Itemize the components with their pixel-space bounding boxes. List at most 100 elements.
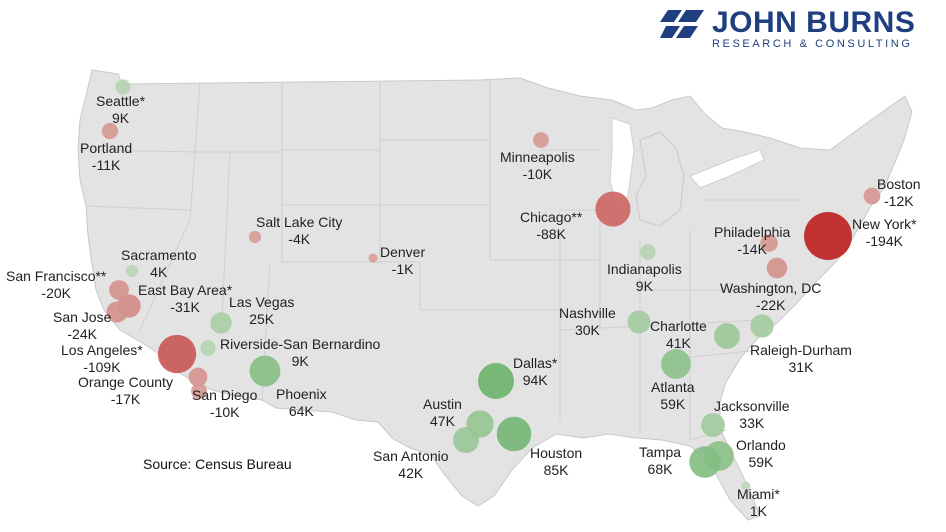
- city-value: 64K: [288, 403, 314, 419]
- label-atlanta: Atlanta 59K: [651, 379, 695, 413]
- city-name: Houston: [530, 445, 583, 461]
- logo-subtitle: RESEARCH & CONSULTING: [712, 38, 913, 50]
- bubble-los-angeles: [157, 334, 197, 374]
- bubble-las-vegas: [210, 312, 232, 334]
- source-note: Source: Census Bureau: [143, 456, 292, 472]
- city-name: Salt Lake City: [256, 214, 343, 230]
- label-boston: Boston -12K: [877, 176, 921, 210]
- city-value: -11K: [91, 157, 121, 173]
- label-portland: Portland -11K: [80, 140, 132, 174]
- label-riverside-san-bernardino: Riverside-San Bernardino 9K: [220, 336, 380, 370]
- city-value: -14K: [737, 241, 767, 257]
- city-value: 9K: [635, 278, 653, 294]
- bubble-boston: [863, 187, 881, 205]
- label-orange-county: Orange County -17K: [78, 374, 173, 408]
- label-phoenix: Phoenix 64K: [276, 386, 327, 420]
- bubble-san-francisco: [109, 280, 129, 300]
- bubble-sacramento: [125, 264, 139, 278]
- city-name: Dallas*: [513, 355, 558, 371]
- city-value: -17K: [110, 391, 141, 407]
- city-value: 25K: [249, 311, 275, 327]
- label-denver: Denver -1K: [380, 244, 425, 278]
- logo-mark-icon: [660, 10, 704, 38]
- label-indianapolis: Indianapolis 9K: [607, 261, 682, 295]
- city-name: Orlando: [736, 437, 786, 453]
- bubble-riverside-san-bernardino: [200, 340, 216, 356]
- bubble-nashville: [627, 310, 651, 334]
- label-san-antonio: San Antonio 42K: [373, 448, 449, 482]
- bubble-seattle: [115, 79, 131, 95]
- city-value: 68K: [647, 461, 673, 477]
- city-value: 47K: [430, 413, 455, 429]
- bubble-portland: [101, 122, 119, 140]
- label-east-bay-area: East Bay Area* -31K: [138, 282, 232, 316]
- bubble-washington-dc: [766, 257, 788, 279]
- bubble-tampa: [689, 446, 721, 478]
- label-houston: Houston 85K: [530, 445, 582, 479]
- city-name: Phoenix: [276, 386, 327, 402]
- bubble-philadelphia: [760, 234, 778, 252]
- city-value: -10K: [209, 404, 240, 420]
- city-name: Minneapolis: [500, 149, 575, 165]
- city-name: Indianapolis: [607, 261, 682, 277]
- city-value: -24K: [67, 326, 97, 342]
- city-value: 59K: [660, 396, 686, 412]
- city-value: -22K: [755, 297, 786, 313]
- city-name: Austin: [423, 396, 462, 412]
- label-new-york: New York* -194K: [852, 216, 917, 250]
- bubble-chicago: [595, 191, 631, 227]
- city-value: -31K: [170, 299, 200, 315]
- city-name: Chicago**: [520, 209, 583, 225]
- bubble-salt-lake-city: [248, 230, 262, 244]
- city-name: Las Vegas: [229, 294, 295, 310]
- city-name: Nashville: [559, 305, 616, 321]
- bubble-charlotte: [714, 323, 740, 349]
- label-las-vegas: Las Vegas 25K: [229, 294, 294, 328]
- label-nashville: Nashville 30K: [559, 305, 616, 339]
- label-salt-lake-city: Salt Lake City -4K: [256, 214, 342, 248]
- city-name: San Jose: [53, 309, 112, 325]
- michigan-shape: [635, 131, 685, 227]
- bubble-miami: [741, 481, 751, 491]
- bubble-san-diego: [191, 383, 207, 399]
- bubble-atlanta: [661, 349, 691, 379]
- label-minneapolis: Minneapolis -10K: [500, 149, 575, 183]
- bubble-san-jose: [106, 301, 128, 323]
- city-value: 85K: [543, 462, 569, 478]
- bubble-indianapolis: [640, 244, 656, 260]
- city-name: Los Angeles*: [61, 342, 143, 358]
- label-washington-dc: Washington, DC -22K: [720, 280, 821, 314]
- bubble-jacksonville: [701, 413, 725, 437]
- city-value: 30K: [574, 322, 600, 338]
- city-name: Boston: [877, 176, 921, 192]
- city-name: East Bay Area*: [138, 282, 233, 298]
- label-orlando: Orlando 59K: [736, 437, 786, 471]
- city-name: New York*: [852, 216, 917, 232]
- city-value: -20K: [41, 285, 71, 301]
- label-seattle: Seattle* 9K: [96, 93, 145, 127]
- bubble-orange-county: [188, 367, 208, 387]
- bubble-phoenix: [249, 355, 281, 387]
- city-value: 42K: [398, 465, 424, 481]
- city-value: 1K: [749, 503, 767, 519]
- bubble-raleigh-durham: [750, 314, 774, 338]
- bubble-minneapolis: [533, 132, 549, 148]
- bubble-san-antonio: [452, 426, 480, 454]
- city-value: 94K: [522, 372, 548, 388]
- city-name: San Diego: [192, 387, 258, 403]
- city-value: 9K: [291, 353, 309, 369]
- logo-name: JOHN BURNS: [712, 6, 916, 39]
- city-name: Philadelphia: [714, 224, 791, 240]
- label-tampa: Tampa 68K: [639, 444, 681, 478]
- label-miami: Miami* 1K: [737, 486, 780, 520]
- city-value: 4K: [150, 264, 168, 280]
- label-austin: Austin 47K: [423, 396, 462, 430]
- city-value: 59K: [748, 454, 774, 470]
- bubble-denver: [368, 253, 378, 263]
- city-value: -109K: [83, 359, 121, 375]
- label-philadelphia: Philadelphia -14K: [714, 224, 790, 258]
- city-name: Charlotte: [650, 318, 707, 334]
- city-value: -10K: [522, 166, 553, 182]
